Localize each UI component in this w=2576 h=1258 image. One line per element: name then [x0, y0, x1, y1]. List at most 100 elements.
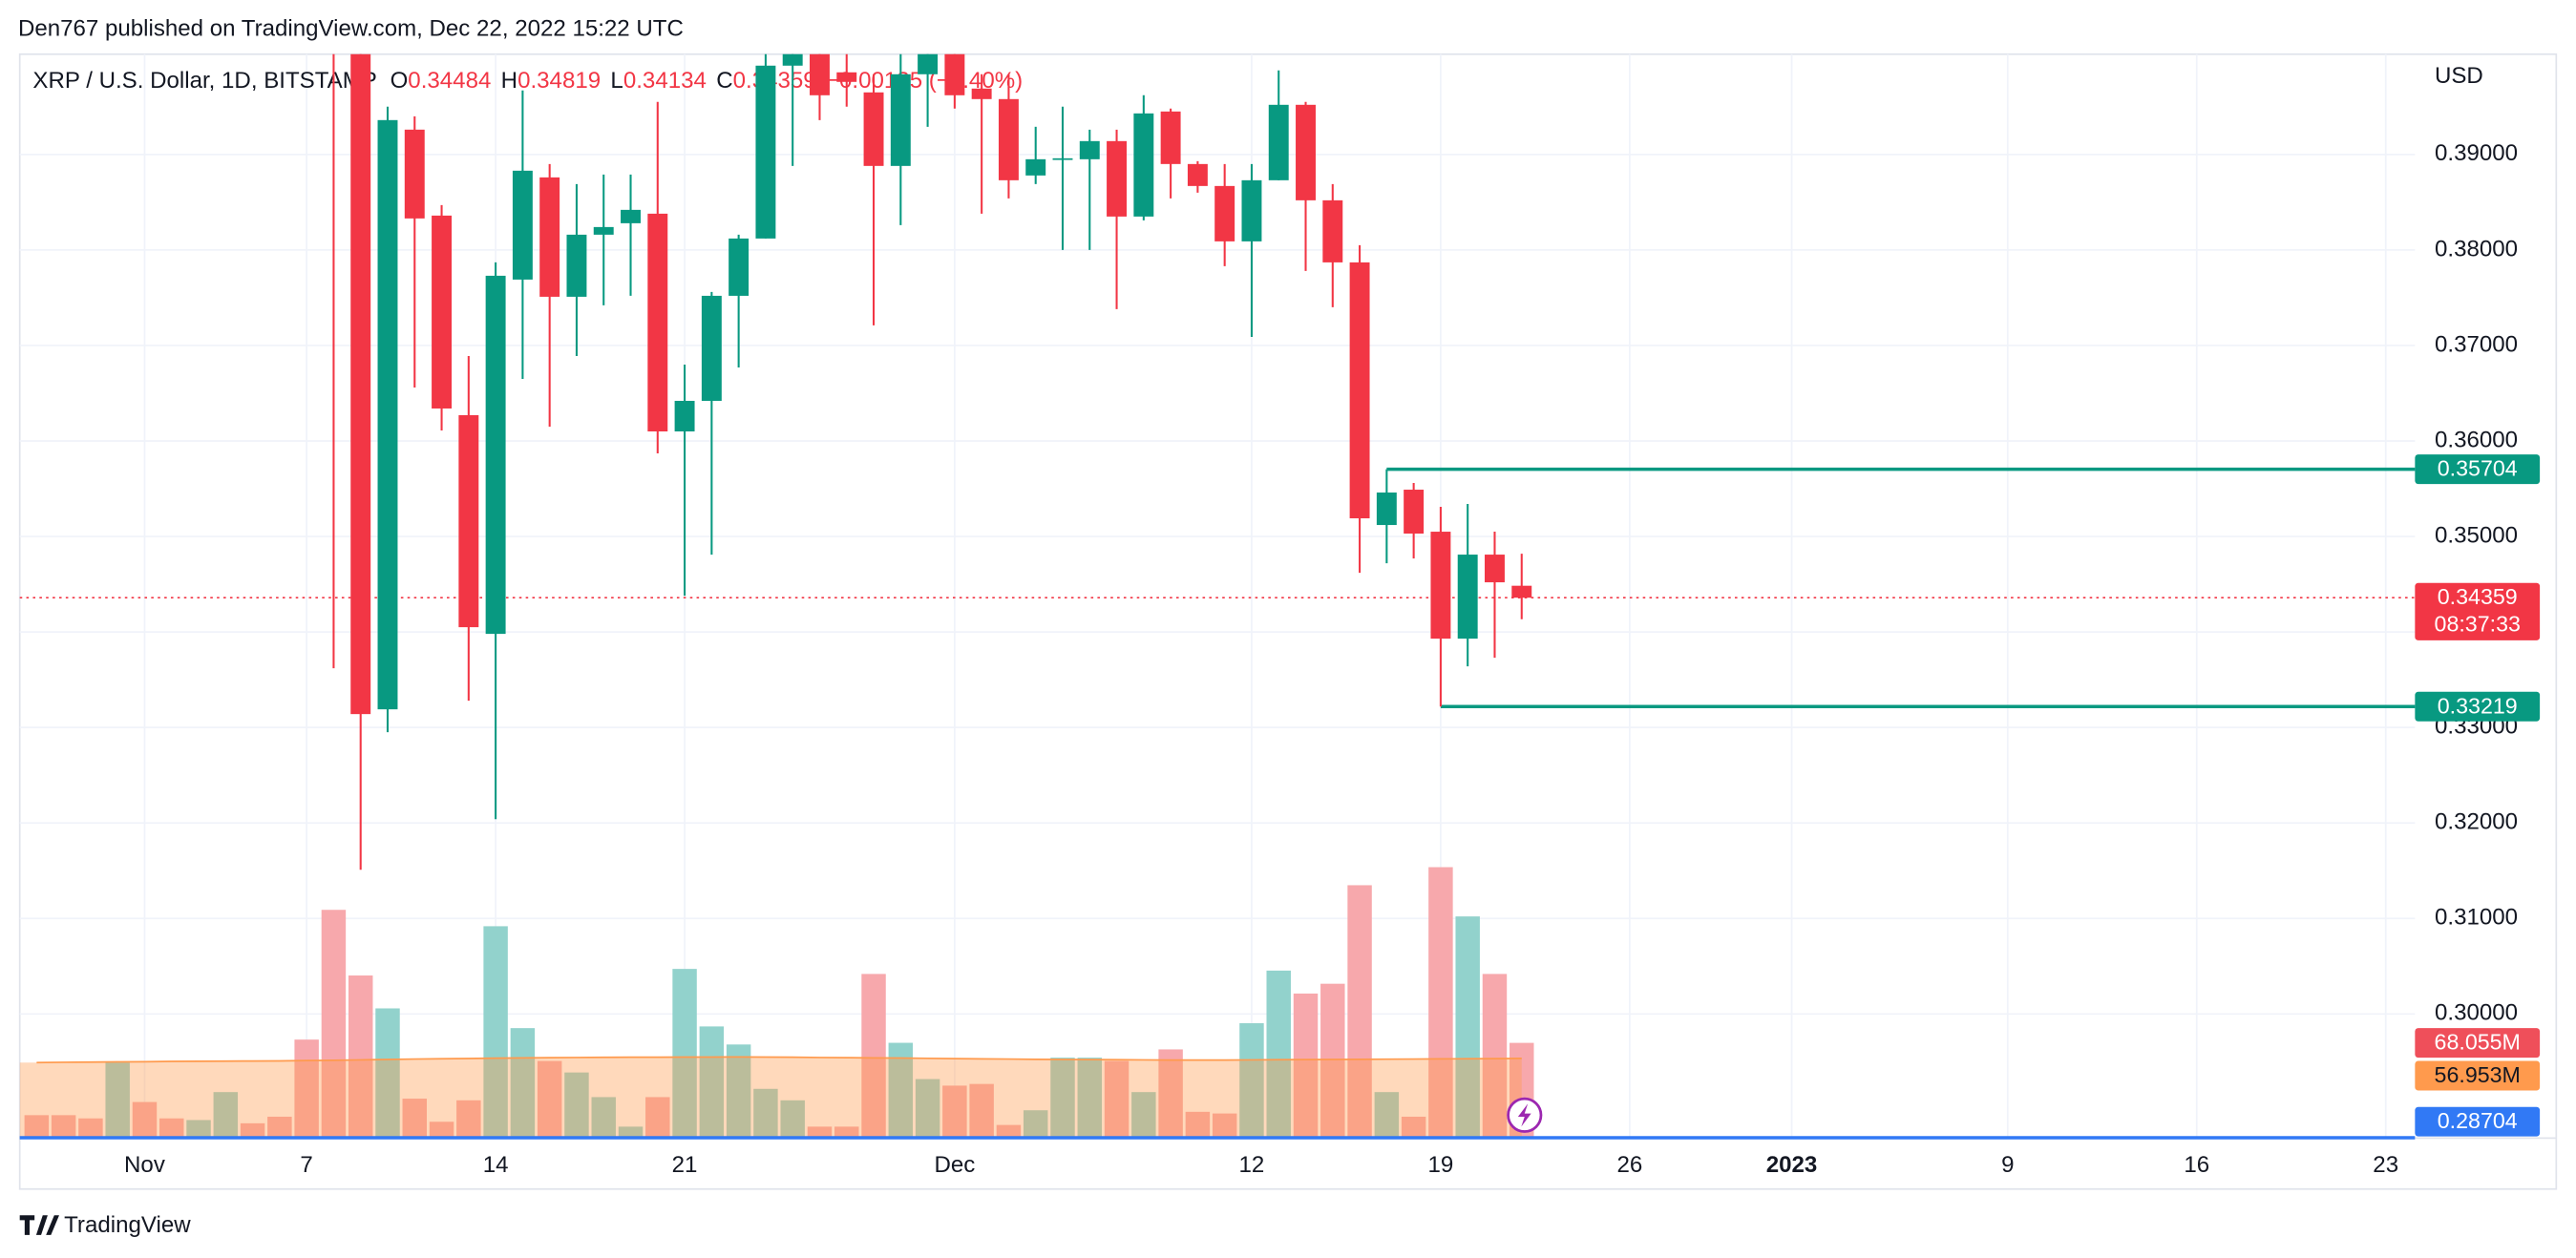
volume-bar	[996, 1124, 1022, 1139]
candle-body	[647, 213, 668, 431]
volume-bar	[1455, 916, 1480, 1139]
volume-ma-label: 56.953M	[2435, 1062, 2521, 1087]
price-label: 0.28704	[2438, 1108, 2518, 1133]
y-tick-label: 0.32000	[2435, 809, 2518, 835]
candle-body	[485, 275, 506, 635]
volume-bar	[186, 1120, 211, 1139]
axes: 0.300000.310000.320000.330000.340000.350…	[124, 63, 2541, 1178]
volume-bar	[1050, 1058, 1075, 1139]
candle-body	[404, 129, 425, 219]
candle-body	[1349, 262, 1370, 519]
last-price-label: 0.34359	[2438, 584, 2518, 609]
candle-body	[701, 295, 722, 401]
x-tick-label: 2023	[1766, 1152, 1818, 1178]
candle-body	[782, 53, 803, 66]
price-label: 0.33219	[2438, 693, 2518, 718]
volume-bar	[159, 1118, 184, 1139]
y-tick-label: 0.39000	[2435, 140, 2518, 166]
volume-bar	[429, 1122, 454, 1139]
x-tick-label: Nov	[124, 1152, 165, 1178]
candle-body	[566, 234, 587, 297]
volume-bar	[402, 1099, 427, 1139]
legend-item: H	[501, 68, 517, 94]
volume-bar	[1104, 1060, 1130, 1139]
candle-body	[1322, 199, 1343, 262]
volume-bar	[618, 1126, 644, 1139]
candle-body	[755, 65, 776, 239]
candle-body	[944, 53, 965, 95]
volume-bar	[699, 1026, 725, 1139]
volume-bar	[1266, 970, 1291, 1139]
candle-body	[1404, 490, 1425, 535]
volume-bar	[240, 1122, 265, 1139]
candle-body	[918, 53, 939, 74]
y-tick-label: 0.35000	[2435, 522, 2518, 548]
candle-body	[512, 170, 533, 280]
candle-body	[863, 92, 884, 166]
candle-body	[1485, 555, 1505, 583]
volume-bar	[645, 1097, 670, 1139]
volume-ma-line	[36, 1056, 1522, 1064]
volume-bar	[1482, 974, 1508, 1139]
candle-body	[674, 400, 695, 431]
countdown-label: 08:37:33	[2435, 612, 2521, 637]
price-label-box	[2415, 691, 2541, 722]
y-tick-label: 0.38000	[2435, 236, 2518, 262]
brand: TradingView	[19, 1212, 191, 1238]
candle-body	[1430, 532, 1451, 639]
candle-body	[971, 88, 992, 99]
volume-bar	[969, 1083, 994, 1139]
volume-bar	[294, 1039, 319, 1139]
candle-body	[593, 226, 614, 235]
legend-item: 0.34484	[408, 68, 491, 94]
frame	[18, 52, 2558, 1190]
volume-bar	[726, 1044, 751, 1139]
candle-body	[458, 414, 479, 628]
candle-body	[728, 238, 750, 296]
volume-label: 68.055M	[2435, 1030, 2521, 1055]
volume-bar	[1158, 1049, 1183, 1139]
volume-bar	[1320, 983, 1345, 1139]
x-tick-label: 12	[1239, 1152, 1265, 1178]
volume-bar	[24, 1115, 50, 1139]
volume-ma-label-box	[2415, 1060, 2541, 1091]
x-tick-label: Dec	[934, 1152, 975, 1178]
price-label-box	[2415, 1106, 2541, 1137]
volume-bar	[1212, 1113, 1237, 1139]
volume-bar	[834, 1126, 859, 1139]
x-tick-label: 16	[2184, 1152, 2209, 1178]
volume-bar	[321, 910, 347, 1139]
x-tick-label: 14	[483, 1152, 509, 1178]
volume-bar	[1428, 867, 1453, 1139]
candle-body	[998, 98, 1019, 180]
volume-bar	[1374, 1092, 1400, 1139]
volume-bar	[1023, 1110, 1048, 1139]
volume-bar	[78, 1118, 103, 1139]
legend-item: 0.34819	[517, 68, 601, 94]
legend-item: XRP / U.S. Dollar, 1D, BITSTAMP	[32, 68, 376, 94]
candle-body	[1052, 157, 1073, 160]
volume-bar	[348, 975, 373, 1139]
volume-bar	[132, 1101, 158, 1139]
volume-bar	[51, 1115, 76, 1139]
x-tick-label: 7	[300, 1152, 312, 1178]
y-tick-label: 0.30000	[2435, 1000, 2518, 1026]
volume-ma-area	[19, 1057, 1522, 1139]
legend-item: L	[610, 68, 623, 94]
candle-body	[1214, 185, 1235, 241]
price-label-box	[2415, 454, 2541, 485]
volume-bar	[267, 1116, 292, 1139]
x-tick-label: 9	[2001, 1152, 2014, 1178]
volume-bar	[915, 1079, 940, 1139]
legend-item: 0.34134	[623, 68, 707, 94]
x-tick-label: 21	[672, 1152, 698, 1178]
candle-body	[836, 72, 857, 82]
candles	[332, 53, 1532, 870]
volume-bar	[213, 1092, 239, 1139]
volume-bar	[1293, 993, 1319, 1139]
axis-unit: USD	[2435, 63, 2483, 89]
volume-bar	[591, 1097, 616, 1139]
candle-body	[1187, 163, 1208, 186]
candle-body	[1376, 493, 1397, 526]
